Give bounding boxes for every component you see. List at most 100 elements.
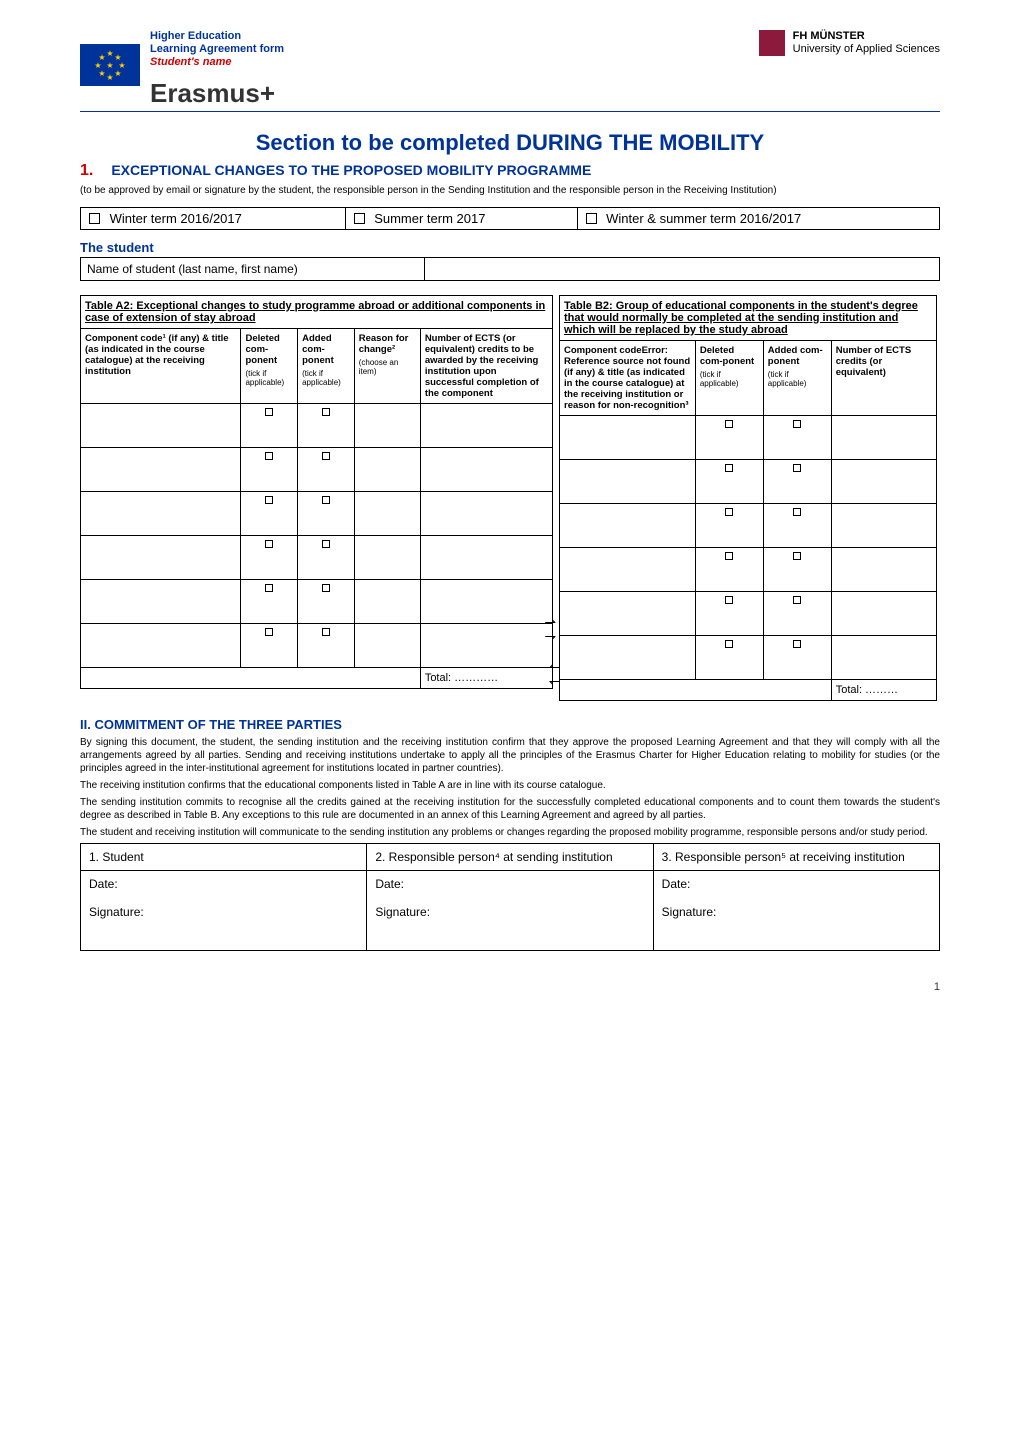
a2-ects-input[interactable] (420, 403, 552, 447)
b2-col-ects: Number of ECTS credits (or equivalent) (831, 340, 937, 415)
a2-deleted-checkbox[interactable] (241, 403, 298, 447)
a2-deleted-checkbox[interactable] (241, 447, 298, 491)
b2-ects-input[interactable] (831, 591, 937, 635)
a2-ects-input[interactable] (420, 535, 552, 579)
table-a2-title: Table A2: Exceptional changes to study p… (81, 295, 553, 328)
term-summer-cell: Summer term 2017 (345, 207, 577, 229)
header-separator (80, 111, 940, 112)
b2-ects-input[interactable] (831, 635, 937, 679)
commitment-p2: The receiving institution confirms that … (80, 779, 940, 792)
a2-deleted-checkbox[interactable] (241, 491, 298, 535)
term-both-label: Winter & summer term 2016/2017 (606, 211, 801, 226)
a2-added-checkbox[interactable] (298, 491, 355, 535)
a2-component-input[interactable] (81, 403, 241, 447)
b2-added-checkbox[interactable] (763, 547, 831, 591)
erasmus-word: Erasmus (150, 78, 260, 108)
a2-ects-input[interactable] (420, 623, 552, 667)
b2-added-checkbox[interactable] (763, 591, 831, 635)
b2-ects-input[interactable] (831, 503, 937, 547)
sign-sending-cell[interactable]: Date: Signature: (367, 870, 653, 950)
a2-deleted-checkbox[interactable] (241, 579, 298, 623)
a2-ects-input[interactable] (420, 447, 552, 491)
b2-component-input[interactable] (560, 547, 696, 591)
b2-component-input[interactable] (560, 591, 696, 635)
a2-added-checkbox[interactable] (298, 579, 355, 623)
a2-reason-input[interactable] (354, 579, 420, 623)
section-title: Section to be completed DURING THE MOBIL… (80, 130, 940, 156)
term-winter-checkbox[interactable] (89, 213, 100, 224)
header-left: Higher Education Learning Agreement form… (80, 30, 284, 101)
commitment-p3: The sending institution commits to recog… (80, 796, 940, 822)
b2-deleted-checkbox[interactable] (695, 635, 763, 679)
a2-component-input[interactable] (81, 623, 241, 667)
sign-receiving-cell[interactable]: Date: Signature: (653, 870, 939, 950)
a2-added-checkbox[interactable] (298, 447, 355, 491)
b2-added-checkbox[interactable] (763, 415, 831, 459)
erasmus-plus: + (260, 78, 275, 108)
eu-flag-icon (80, 44, 140, 86)
a2-reason-input[interactable] (354, 447, 420, 491)
a2-component-input[interactable] (81, 579, 241, 623)
a2-col-ects: Number of ECTS (or equivalent) credits t… (420, 328, 552, 403)
a2-col-added: Added com-ponent (tick if applicable) (298, 328, 355, 403)
b2-col-deleted-text: Deleted com-ponent (700, 345, 754, 367)
a2-added-checkbox[interactable] (298, 623, 355, 667)
signature-label: Signature: (89, 905, 358, 919)
b2-col-added: Added com-ponent (tick if applicable) (763, 340, 831, 415)
b2-added-checkbox[interactable] (763, 503, 831, 547)
b2-deleted-checkbox[interactable] (695, 503, 763, 547)
a2-component-input[interactable] (81, 447, 241, 491)
term-both-checkbox[interactable] (586, 213, 597, 224)
table-row (81, 403, 553, 447)
a2-col-deleted-text: Deleted com-ponent (245, 333, 279, 366)
b2-added-checkbox[interactable] (763, 459, 831, 503)
subsection-title: EXCEPTIONAL CHANGES TO THE PROPOSED MOBI… (111, 162, 591, 178)
arrow-left-icon: ↼↽ (549, 660, 561, 688)
a2-added-checkbox[interactable] (298, 403, 355, 447)
a2-ects-input[interactable] (420, 579, 552, 623)
table-row (81, 535, 553, 579)
table-row (560, 415, 937, 459)
b2-component-input[interactable] (560, 415, 696, 459)
b2-component-input[interactable] (560, 635, 696, 679)
table-row (81, 579, 553, 623)
a2-component-input[interactable] (81, 491, 241, 535)
header-line3: Student's name (150, 56, 284, 69)
b2-component-input[interactable] (560, 459, 696, 503)
sign-student-cell[interactable]: Date: Signature: (81, 870, 367, 950)
a2-deleted-checkbox[interactable] (241, 623, 298, 667)
signature-label: Signature: (662, 905, 931, 919)
a2-reason-input[interactable] (354, 403, 420, 447)
b2-deleted-checkbox[interactable] (695, 547, 763, 591)
a2-total: Total: ………… (420, 667, 552, 688)
a2-reason-input[interactable] (354, 535, 420, 579)
b2-deleted-checkbox[interactable] (695, 591, 763, 635)
a2-added-checkbox[interactable] (298, 535, 355, 579)
approval-note: (to be approved by email or signature by… (80, 184, 940, 197)
b2-deleted-checkbox[interactable] (695, 415, 763, 459)
b2-deleted-checkbox[interactable] (695, 459, 763, 503)
b2-component-input[interactable] (560, 503, 696, 547)
b2-ects-input[interactable] (831, 547, 937, 591)
b2-total: Total: ……… (831, 679, 937, 700)
a2-reason-choose-note: (choose an item) (359, 358, 416, 376)
student-name-input[interactable] (424, 257, 939, 280)
fh-text: FH MÜNSTER University of Applied Science… (793, 30, 940, 56)
a2-component-input[interactable] (81, 535, 241, 579)
b2-ects-input[interactable] (831, 415, 937, 459)
a2-reason-input[interactable] (354, 623, 420, 667)
term-winter-label: Winter term 2016/2017 (110, 211, 242, 226)
student-name-label: Name of student (last name, first name) (81, 257, 425, 280)
a2-ects-input[interactable] (420, 491, 552, 535)
a2-deleted-checkbox[interactable] (241, 535, 298, 579)
page-header: Higher Education Learning Agreement form… (80, 30, 940, 101)
a2-reason-input[interactable] (354, 491, 420, 535)
term-summer-checkbox[interactable] (354, 213, 365, 224)
b2-deleted-tick-note: (tick if applicable) (700, 370, 759, 388)
signature-label: Signature: (375, 905, 644, 919)
table-row (560, 459, 937, 503)
b2-ects-input[interactable] (831, 459, 937, 503)
b2-added-checkbox[interactable] (763, 635, 831, 679)
header-line1: Higher Education (150, 30, 284, 43)
erasmus-logo-text: Erasmus+ (150, 78, 275, 108)
